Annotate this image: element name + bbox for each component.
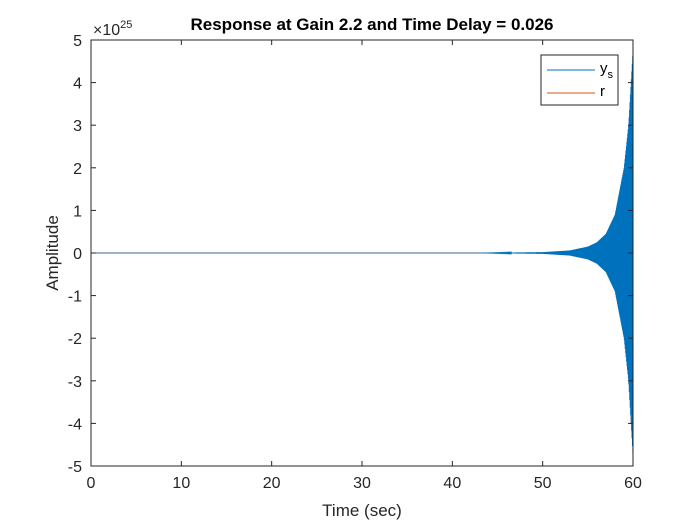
y-tick-label: 5 xyxy=(73,33,82,50)
y-axis-exponent: ×1025 xyxy=(93,19,132,39)
y-tick-label: 2 xyxy=(73,161,82,178)
plot-area xyxy=(91,40,634,466)
y-tick-label: 4 xyxy=(73,76,82,93)
y-exponent-base: ×10 xyxy=(93,22,120,39)
legend-box xyxy=(540,54,619,106)
y-tick-label: -5 xyxy=(68,459,82,476)
y-tick-label: 3 xyxy=(73,118,82,135)
legend: ys r xyxy=(540,54,619,106)
y-tick-label: -4 xyxy=(68,416,82,433)
x-tick-label: 60 xyxy=(624,475,642,492)
x-tick-label: 30 xyxy=(353,475,371,492)
y-tick-label: 1 xyxy=(73,203,82,220)
y-tick-label: -1 xyxy=(68,289,82,306)
chart-title: Response at Gain 2.2 and Time Delay = 0.… xyxy=(191,15,554,34)
y-exponent-power: 25 xyxy=(120,19,132,31)
x-tick-label: 40 xyxy=(443,475,461,492)
legend-entry-ys-label: ys xyxy=(600,60,614,81)
x-tick-label: 20 xyxy=(263,475,281,492)
x-tick-label: 10 xyxy=(172,475,190,492)
y-tick-label: -3 xyxy=(68,374,82,391)
x-axis-label: Time (sec) xyxy=(322,501,402,520)
series-ys-line xyxy=(91,48,634,454)
y-axis-label: Amplitude xyxy=(43,215,62,291)
axis-ticks: 0 10 20 30 40 50 60 -5 -4 -3 -2 -1 0 1 2 3 4 5 xyxy=(68,33,642,492)
x-tick-label: 50 xyxy=(534,475,552,492)
y-tick-label: -2 xyxy=(68,331,82,348)
legend-entry-r-label: r xyxy=(600,83,605,100)
x-tick-label: 0 xyxy=(87,475,96,492)
y-tick-label: 0 xyxy=(73,246,82,263)
